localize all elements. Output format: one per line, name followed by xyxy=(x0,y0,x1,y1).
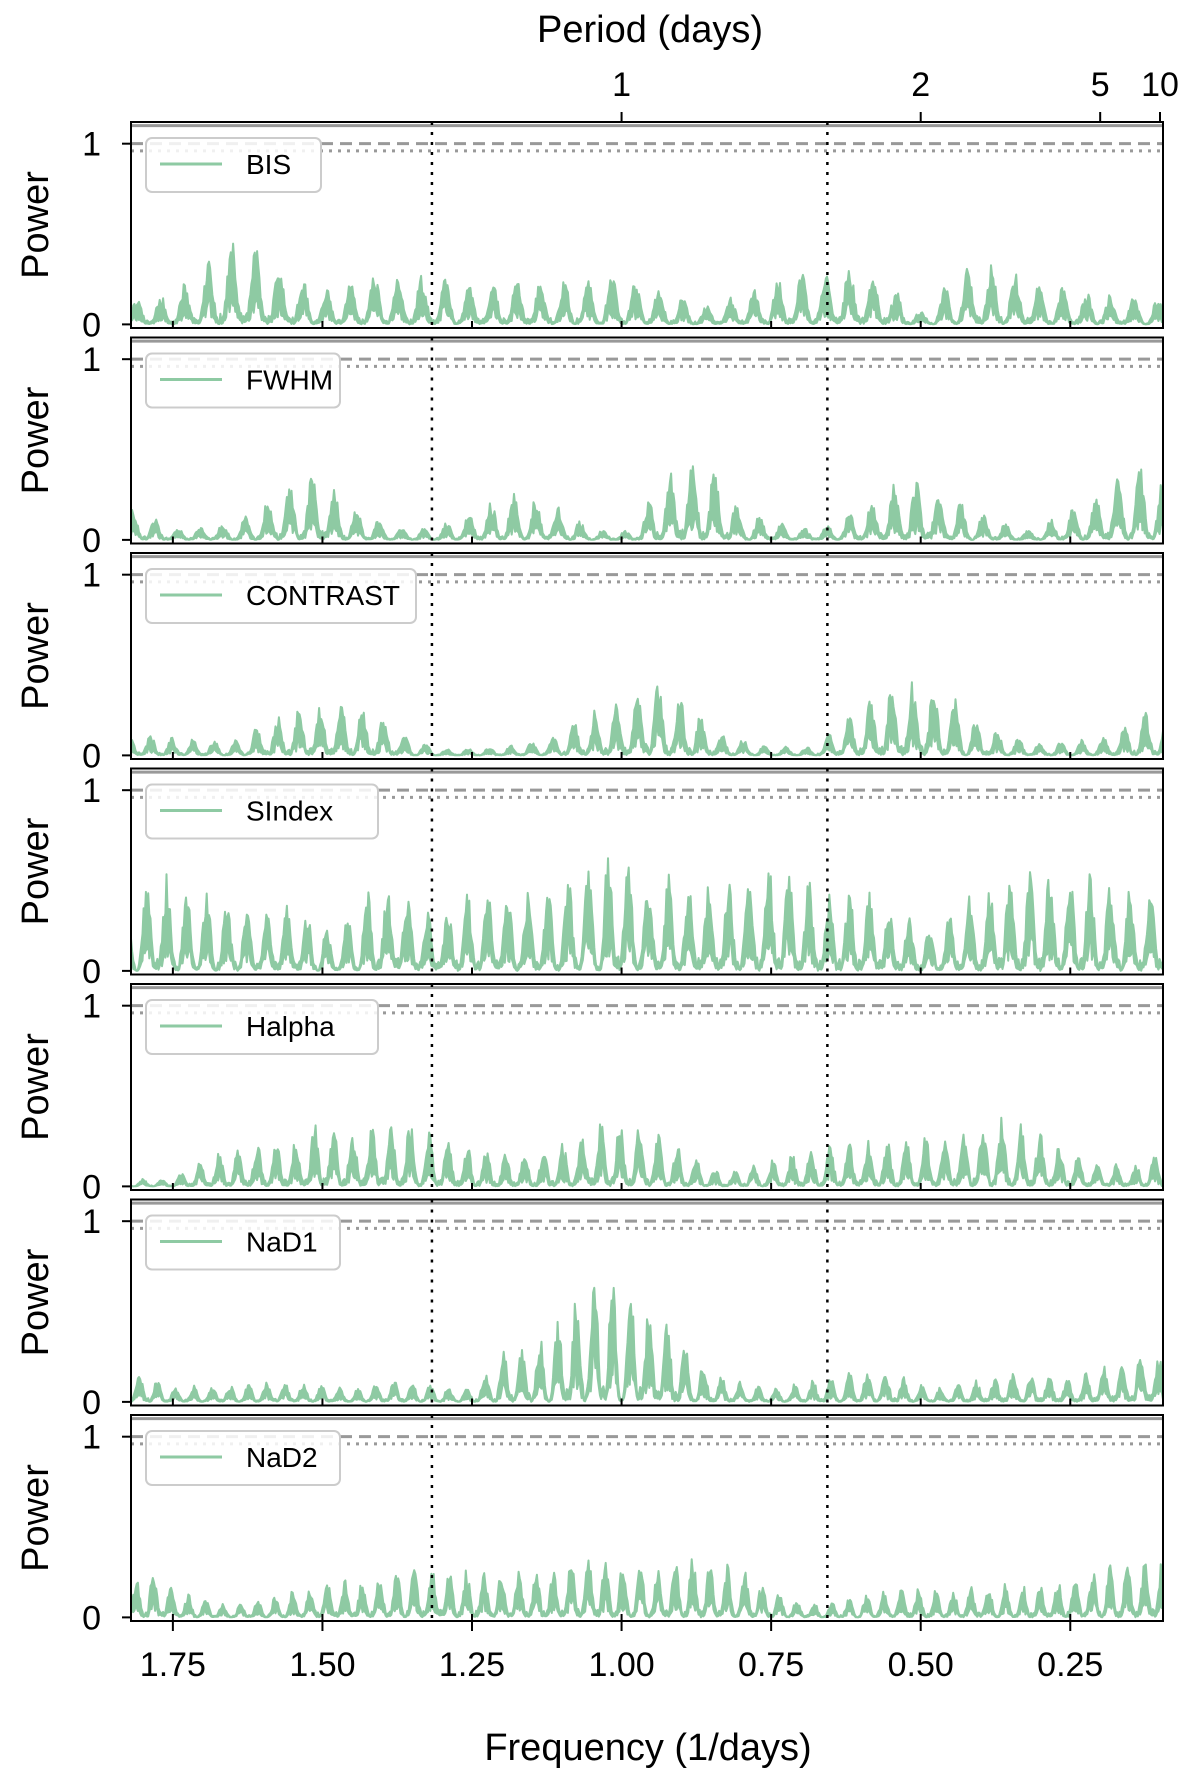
x-tick-label: 0.25 xyxy=(1037,1646,1103,1684)
y-tick-label: 0 xyxy=(82,737,101,775)
x-tick-label: 1.00 xyxy=(588,1646,654,1684)
x-tick-label: 1.50 xyxy=(289,1646,355,1684)
period-top-axis: Period (days) 1 2 5 10 xyxy=(537,9,1179,122)
panels-container: BIS01PowerFWHM01PowerCONTRAST01PowerSInd… xyxy=(15,121,1164,1637)
legend-label-halpha: Halpha xyxy=(246,1011,335,1042)
y-tick-label: 1 xyxy=(82,1203,101,1241)
series-halpha xyxy=(131,1116,1163,1188)
legend-label-nad2: NaD2 xyxy=(246,1442,318,1473)
panel-halpha: Halpha 0 1 Power xyxy=(15,983,1164,1206)
legend-box xyxy=(145,352,341,409)
y-tick-label: 0 xyxy=(82,953,101,991)
panel-frame xyxy=(130,552,1164,760)
panel-frame xyxy=(130,983,1164,1191)
legend: NaD2 xyxy=(145,1430,341,1486)
frequency-axis-title: Frequency (1/days) xyxy=(484,1727,811,1769)
period-axis-title: Period (days) xyxy=(537,9,763,51)
y-axis-label: Power xyxy=(15,817,57,925)
legend-box xyxy=(145,568,417,624)
series-nad2 xyxy=(131,1558,1163,1619)
period-tick-label: 2 xyxy=(911,66,930,104)
panel-frame xyxy=(130,1198,1164,1407)
y-tick-label: 1 xyxy=(82,126,101,164)
y-axis-label: Power xyxy=(15,602,57,710)
y-tick-label: 0 xyxy=(82,1384,101,1422)
y-tick-label: 1 xyxy=(82,988,101,1026)
y-axis-label: Power xyxy=(15,1033,57,1141)
x-tick-label: 1.75 xyxy=(140,1646,206,1684)
x-tick-label: 0.75 xyxy=(738,1646,804,1684)
frequency-bottom-axis: Frequency (1/days) 1.75 1.50 1.25 1.00 0.75 0… xyxy=(140,1621,1103,1769)
series-contrast xyxy=(131,681,1163,757)
legend-label-sindex: SIndex xyxy=(246,796,333,827)
legend: NaD1 xyxy=(145,1214,341,1271)
legend-box xyxy=(145,1430,341,1486)
legend: FWHM xyxy=(145,352,341,409)
period-tick-label: 1 xyxy=(612,66,631,104)
legend-label-fwhm: FWHM xyxy=(246,365,333,396)
y-tick-label: 0 xyxy=(82,1599,101,1637)
panel-nad1: NaD1 0 1 Power xyxy=(15,1198,1164,1422)
period-tick-label: 5 xyxy=(1091,66,1110,104)
series-fwhm xyxy=(131,465,1163,541)
y-tick-label: 1 xyxy=(82,1419,101,1457)
panel-frame xyxy=(130,767,1164,976)
y-tick-label: 0 xyxy=(82,1168,101,1206)
series-nad1 xyxy=(131,1286,1163,1403)
legend: SIndex xyxy=(145,783,379,840)
legend-label-contrast: CONTRAST xyxy=(246,580,400,611)
y-tick-label: 0 xyxy=(82,306,101,344)
panel-frame xyxy=(130,1414,1164,1622)
legend-label-bis: BIS xyxy=(246,149,291,180)
panel-bis: BIS 0 1 Power xyxy=(15,121,1164,344)
y-tick-label: 0 xyxy=(82,522,101,560)
series-sindex xyxy=(131,857,1163,972)
y-tick-label: 1 xyxy=(82,772,101,810)
panel-frame xyxy=(130,121,1164,329)
legend-label-nad1: NaD1 xyxy=(246,1227,318,1258)
legend-box xyxy=(145,1214,341,1271)
x-tick-label: 0.50 xyxy=(888,1646,954,1684)
series-bis xyxy=(131,242,1163,326)
legend-box xyxy=(145,137,322,193)
panel-fwhm: FWHM 0 1 Power xyxy=(15,336,1164,560)
y-axis-label: Power xyxy=(15,171,57,279)
y-tick-label: 1 xyxy=(82,341,101,379)
legend-box xyxy=(145,999,379,1055)
y-axis-label: Power xyxy=(15,1248,57,1356)
x-tick-label: 1.25 xyxy=(439,1646,505,1684)
y-axis-label: Power xyxy=(15,1464,57,1572)
legend: BIS xyxy=(145,137,322,193)
y-tick-label: 1 xyxy=(82,557,101,595)
legend-box xyxy=(145,783,379,840)
panel-frame xyxy=(130,336,1164,545)
y-axis-label: Power xyxy=(15,386,57,494)
panel-contrast: CONTRAST 0 1 Power xyxy=(15,552,1164,775)
panel-nad2: NaD2 0 1 Power xyxy=(15,1414,1164,1637)
panel-sindex: SIndex 0 1 Power xyxy=(15,767,1164,991)
period-tick-label: 10 xyxy=(1141,66,1179,104)
legend: CONTRAST xyxy=(145,568,417,624)
legend: Halpha xyxy=(145,999,379,1055)
